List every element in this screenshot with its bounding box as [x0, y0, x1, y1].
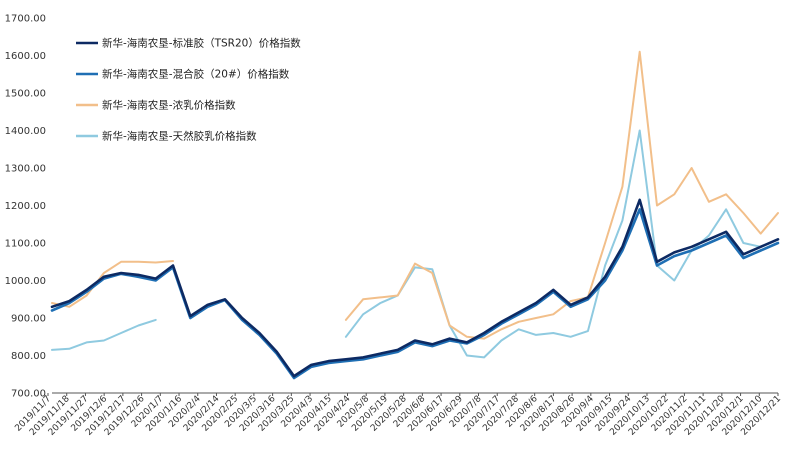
series-line-4: [51, 129, 779, 359]
y-tick-label: 1000.00: [5, 276, 46, 287]
y-tick-label: 1600.00: [5, 51, 46, 62]
legend-entry: 新华-海南农垦-标准胶（TSR20）价格指数: [102, 37, 301, 50]
legend-entry: 新华-海南农垦-天然胶乳价格指数: [102, 130, 257, 143]
y-tick-label: 1700.00: [5, 14, 46, 25]
y-tick-label: 1400.00: [5, 126, 46, 137]
y-tick-label: 1100.00: [5, 239, 46, 250]
y-tick-label: 1200.00: [5, 201, 46, 212]
legend-entry: 新华-海南农垦-浓乳价格指数: [102, 99, 236, 112]
y-tick-label: 1300.00: [5, 164, 46, 175]
y-tick-label: 900.00: [11, 314, 46, 325]
series-line-3: [51, 50, 779, 340]
y-tick-label: 800.00: [11, 351, 46, 362]
y-tick-label: 1500.00: [5, 89, 46, 100]
x-axis: 2019/11/72019/11/182019/11/272019/12/620…: [13, 392, 783, 438]
legend-entry: 新华-海南农垦-混合胶（20#）价格指数: [102, 68, 290, 81]
series-line-2: [50, 208, 780, 380]
series-line-1: [50, 198, 780, 378]
series-layer: [50, 50, 780, 380]
y-axis: 700.00 800.00 900.00 1000.00 1100.00 1200.00 1…: [5, 14, 46, 400]
legend: 新华-海南农垦-标准胶（TSR20）价格指数新华-海南农垦-混合胶（20#）价格…: [76, 37, 301, 143]
y-tick-label: 700.00: [11, 389, 46, 400]
